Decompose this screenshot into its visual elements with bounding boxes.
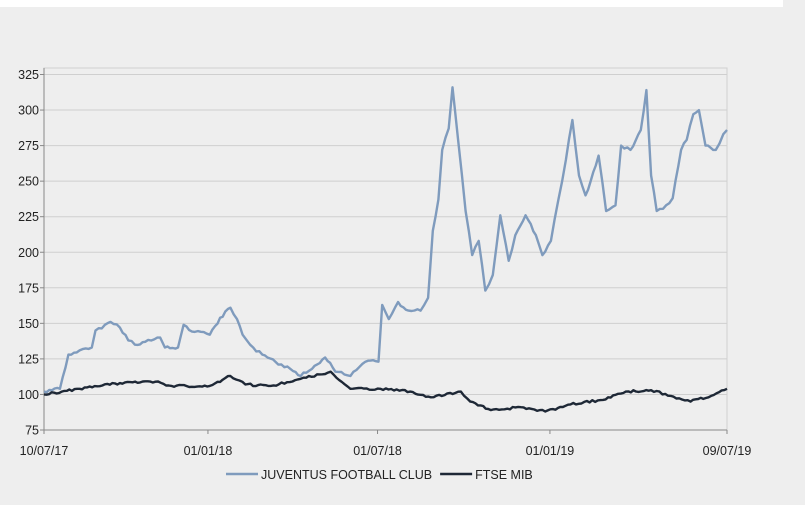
gridlines bbox=[43, 67, 728, 431]
x-tick-label: 09/07/19 bbox=[703, 444, 752, 458]
x-tick-label: 01/01/18 bbox=[184, 444, 233, 458]
x-axis: 10/07/17 01/01/18 01/07/18 01/01/19 09/07/19 bbox=[20, 429, 752, 458]
legend-label: JUVENTUS FOOTBALL CLUB bbox=[261, 468, 432, 482]
x-tick-label: 01/01/19 bbox=[526, 444, 575, 458]
y-tick-label: 175 bbox=[18, 281, 39, 295]
y-tick-label: 200 bbox=[18, 246, 39, 260]
y-tick-label: 75 bbox=[25, 424, 39, 438]
legend: JUVENTUS FOOTBALL CLUB FTSE MIB bbox=[226, 468, 533, 482]
y-tick-label: 125 bbox=[18, 352, 39, 366]
series-lines bbox=[43, 86, 728, 413]
y-tick-label: 275 bbox=[18, 139, 39, 153]
x-tick-label: 10/07/17 bbox=[20, 444, 69, 458]
plot-frame bbox=[43, 67, 728, 431]
y-tick-label: 250 bbox=[18, 175, 39, 189]
legend-label: FTSE MIB bbox=[475, 468, 533, 482]
y-tick-label: 100 bbox=[18, 388, 39, 402]
y-axis: 75 100 125 150 175 200 225 250 275 300 325 bbox=[18, 68, 45, 438]
x-tick-label: 01/07/18 bbox=[353, 444, 402, 458]
y-tick-label: 150 bbox=[18, 317, 39, 331]
series-line-juventus bbox=[43, 86, 728, 394]
y-tick-label: 325 bbox=[18, 68, 39, 82]
series-line-ftse-mib bbox=[43, 370, 728, 413]
y-tick-label: 225 bbox=[18, 210, 39, 224]
y-tick-label: 300 bbox=[18, 104, 39, 118]
top-white-strip bbox=[0, 0, 783, 7]
